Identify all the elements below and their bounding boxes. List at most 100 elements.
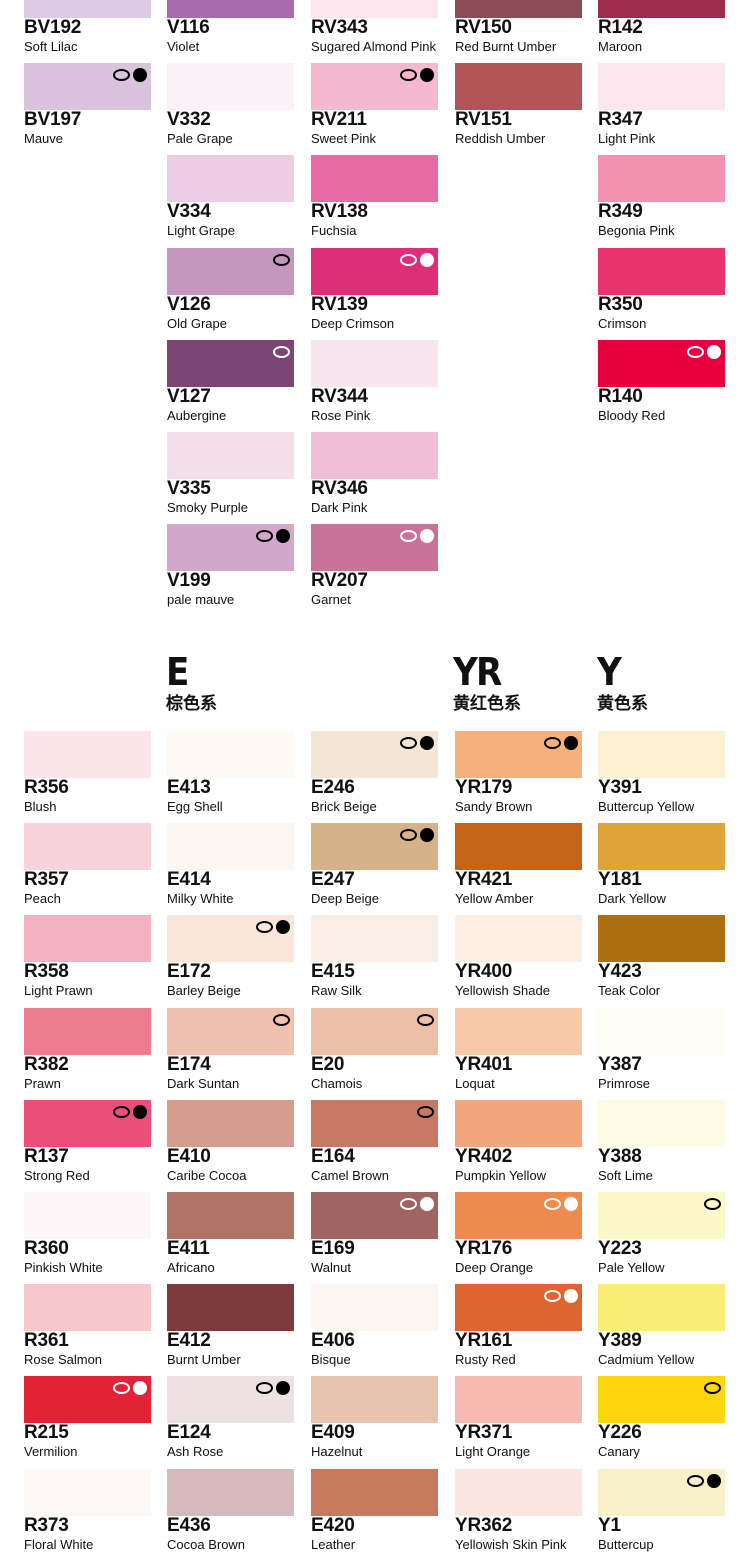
swatch-item[interactable]: E124 Ash Rose xyxy=(167,1376,294,1468)
swatch-item[interactable]: RV211 Sweet Pink xyxy=(311,63,438,155)
swatch-item[interactable]: E409 Hazelnut xyxy=(311,1376,438,1468)
swatch-item[interactable]: YR161 Rusty Red xyxy=(455,1284,582,1376)
swatch-item[interactable]: R349 Begonia Pink xyxy=(598,155,725,247)
swatch-item[interactable]: E436 Cocoa Brown xyxy=(167,1468,294,1561)
swatch-item[interactable]: Y388 Soft Lime xyxy=(598,1099,725,1192)
swatch-item[interactable]: E406 Bisque xyxy=(311,1284,438,1376)
color-name: Peach xyxy=(24,891,61,907)
ring-icon xyxy=(544,1290,561,1303)
swatch-item[interactable]: V335 Smoky Purple xyxy=(167,432,294,524)
color-name: Deep Crimson xyxy=(311,315,395,331)
swatch-item[interactable]: YR362 Yellowish Skin Pink xyxy=(455,1468,582,1561)
swatch-item[interactable]: RV343 Sugared Almond Pink xyxy=(311,0,438,63)
swatch-item[interactable]: R347 Light Pink xyxy=(598,63,725,155)
nib-marks-icon xyxy=(400,1196,434,1212)
swatch-item[interactable]: E414 Milky White xyxy=(167,823,294,915)
swatch-item[interactable]: E174 Dark Suntan xyxy=(167,1007,294,1100)
color-code: Y389 xyxy=(598,1330,642,1352)
swatch-item[interactable]: Y389 Cadmium Yellow xyxy=(598,1284,725,1376)
swatch-item[interactable]: R140 Bloody Red xyxy=(598,339,725,432)
swatch-item[interactable]: RV344 Rose Pink xyxy=(311,339,438,432)
swatch-item[interactable]: R358 Light Prawn xyxy=(24,915,151,1007)
color-code: R215 xyxy=(24,1422,69,1444)
series-label: 棕色系 xyxy=(166,694,217,714)
swatch-item[interactable]: Y1 Buttercup xyxy=(598,1468,725,1561)
swatch-item[interactable]: BV197 Mauve xyxy=(24,63,151,155)
color-swatch xyxy=(311,1099,438,1147)
swatch-item[interactable]: YR401 Loquat xyxy=(455,1007,582,1100)
swatch-item[interactable]: E247 Deep Beige xyxy=(311,823,438,915)
swatch-item[interactable]: E246 Brick Beige xyxy=(311,731,438,823)
swatch-item[interactable]: Y181 Dark Yellow xyxy=(598,823,725,915)
color-swatch xyxy=(24,1007,151,1055)
swatch-item[interactable]: R356 Blush xyxy=(24,731,151,823)
swatch-item[interactable]: YR400 Yellowish Shade xyxy=(455,915,582,1007)
swatch-item[interactable]: R360 Pinkish White xyxy=(24,1192,151,1284)
swatch-item[interactable]: R357 Peach xyxy=(24,823,151,915)
dot-icon xyxy=(133,1104,147,1119)
swatch-item[interactable]: E412 Burnt Umber xyxy=(167,1284,294,1376)
swatch-item[interactable]: RV150 Red Burnt Umber xyxy=(455,0,582,63)
swatch-item[interactable]: R215 Vermilion xyxy=(24,1376,151,1468)
swatch-item[interactable]: E410 Caribe Cocoa xyxy=(167,1099,294,1192)
swatch-item[interactable]: R361 Rose Salmon xyxy=(24,1284,151,1376)
color-code: E164 xyxy=(311,1145,355,1167)
swatch-item[interactable]: V199 pale mauve xyxy=(167,524,294,616)
color-code: RV343 xyxy=(311,17,368,38)
swatch-item[interactable]: R350 Crimson xyxy=(598,247,725,340)
color-swatch xyxy=(598,823,725,871)
swatch-item[interactable]: E420 Leather xyxy=(311,1468,438,1561)
swatch-item[interactable]: E415 Raw Silk xyxy=(311,915,438,1007)
swatch-item[interactable]: YR421 Yellow Amber xyxy=(455,823,582,915)
swatch-item[interactable]: E411 Africano xyxy=(167,1192,294,1284)
swatch-item[interactable]: R373 Floral White xyxy=(24,1468,151,1561)
swatch-item[interactable]: R382 Prawn xyxy=(24,1007,151,1100)
swatch-item[interactable]: YR402 Pumpkin Yellow xyxy=(455,1099,582,1192)
color-code: E415 xyxy=(311,961,355,983)
swatch-item[interactable]: YR179 Sandy Brown xyxy=(455,731,582,823)
swatch-item[interactable]: E20 Chamois xyxy=(311,1007,438,1100)
swatch-item[interactable]: YR176 Deep Orange xyxy=(455,1192,582,1284)
swatch-item[interactable]: Y387 Primrose xyxy=(598,1007,725,1100)
nib-marks-icon xyxy=(400,528,434,544)
color-code: RV138 xyxy=(311,201,368,223)
dot-icon xyxy=(707,1473,721,1488)
swatch-item[interactable]: E169 Walnut xyxy=(311,1192,438,1284)
swatch-item[interactable]: RV151 Reddish Umber xyxy=(455,63,582,155)
swatch-item[interactable]: V332 Pale Grape xyxy=(167,63,294,155)
color-code: E124 xyxy=(167,1422,211,1444)
swatch-item[interactable]: Y423 Teak Color xyxy=(598,915,725,1007)
swatch-item[interactable]: RV139 Deep Crimson xyxy=(311,247,438,340)
color-name: Begonia Pink xyxy=(598,223,675,239)
color-name: Dark Suntan xyxy=(167,1075,240,1091)
nib-marks-icon xyxy=(687,1473,721,1489)
color-code: Y388 xyxy=(598,1145,642,1167)
color-swatch xyxy=(311,247,438,295)
swatch-item[interactable]: Y226 Canary xyxy=(598,1376,725,1468)
color-swatch xyxy=(311,155,438,203)
color-swatch xyxy=(311,1468,438,1516)
swatch-item[interactable]: V127 Aubergine xyxy=(167,339,294,432)
swatch-item[interactable]: RV207 Garnet xyxy=(311,524,438,616)
color-name: Rusty Red xyxy=(455,1352,516,1368)
color-code: YR371 xyxy=(455,1422,513,1444)
swatch-item[interactable]: RV346 Dark Pink xyxy=(311,432,438,524)
swatch-item[interactable]: E164 Camel Brown xyxy=(311,1099,438,1192)
swatch-item[interactable]: YR371 Light Orange xyxy=(455,1376,582,1468)
color-swatch xyxy=(598,0,725,18)
swatch-item[interactable]: V334 Light Grape xyxy=(167,155,294,247)
swatch-item[interactable]: Y223 Pale Yellow xyxy=(598,1192,725,1284)
color-code: Y1 xyxy=(598,1514,621,1536)
swatch-item[interactable]: R137 Strong Red xyxy=(24,1099,151,1192)
swatch-item[interactable]: BV192 Soft Lilac xyxy=(24,0,151,63)
swatch-item[interactable]: RV138 Fuchsia xyxy=(311,155,438,247)
swatch-item[interactable]: E413 Egg Shell xyxy=(167,731,294,823)
swatch-item[interactable]: R142 Maroon xyxy=(598,0,725,63)
swatch-item[interactable]: V126 Old Grape xyxy=(167,247,294,340)
color-swatch xyxy=(167,1468,294,1516)
color-code: R360 xyxy=(24,1238,69,1259)
ring-icon xyxy=(256,1382,273,1395)
swatch-item[interactable]: V116 Violet xyxy=(167,0,294,63)
swatch-item[interactable]: E172 Barley Beige xyxy=(167,915,294,1007)
swatch-item[interactable]: Y391 Buttercup Yellow xyxy=(598,731,725,823)
